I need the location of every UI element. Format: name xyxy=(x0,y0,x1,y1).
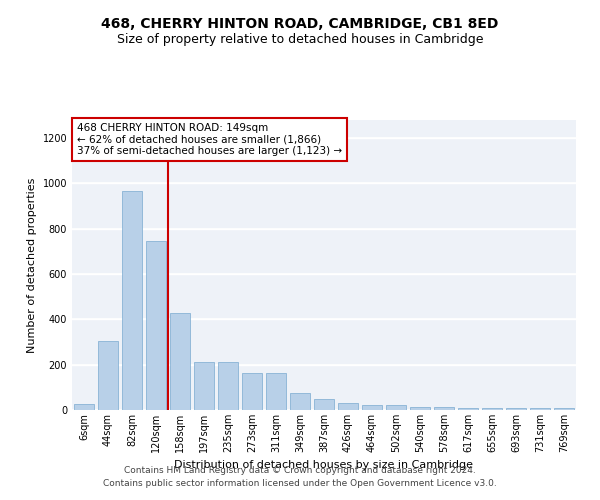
Bar xyxy=(146,241,166,410)
Bar xyxy=(458,408,478,410)
Bar xyxy=(410,406,430,410)
Bar xyxy=(554,408,574,410)
Y-axis label: Number of detached properties: Number of detached properties xyxy=(27,178,37,352)
Bar xyxy=(362,406,382,410)
Bar xyxy=(386,406,406,410)
Bar xyxy=(74,404,94,410)
Bar xyxy=(434,406,454,410)
Bar xyxy=(314,398,334,410)
Text: Size of property relative to detached houses in Cambridge: Size of property relative to detached ho… xyxy=(117,32,483,46)
Bar xyxy=(266,372,286,410)
Bar xyxy=(98,341,118,410)
Bar xyxy=(242,372,262,410)
Bar xyxy=(482,408,502,410)
Text: Contains HM Land Registry data © Crown copyright and database right 2024.
Contai: Contains HM Land Registry data © Crown c… xyxy=(103,466,497,487)
Bar xyxy=(218,362,238,410)
Bar xyxy=(506,408,526,410)
X-axis label: Distribution of detached houses by size in Cambridge: Distribution of detached houses by size … xyxy=(175,460,473,470)
Text: 468, CHERRY HINTON ROAD, CAMBRIDGE, CB1 8ED: 468, CHERRY HINTON ROAD, CAMBRIDGE, CB1 … xyxy=(101,18,499,32)
Bar xyxy=(122,192,142,410)
Bar xyxy=(170,312,190,410)
Text: 468 CHERRY HINTON ROAD: 149sqm
← 62% of detached houses are smaller (1,866)
37% : 468 CHERRY HINTON ROAD: 149sqm ← 62% of … xyxy=(77,123,342,156)
Bar xyxy=(290,393,310,410)
Bar xyxy=(530,408,550,410)
Bar xyxy=(194,362,214,410)
Bar xyxy=(338,403,358,410)
